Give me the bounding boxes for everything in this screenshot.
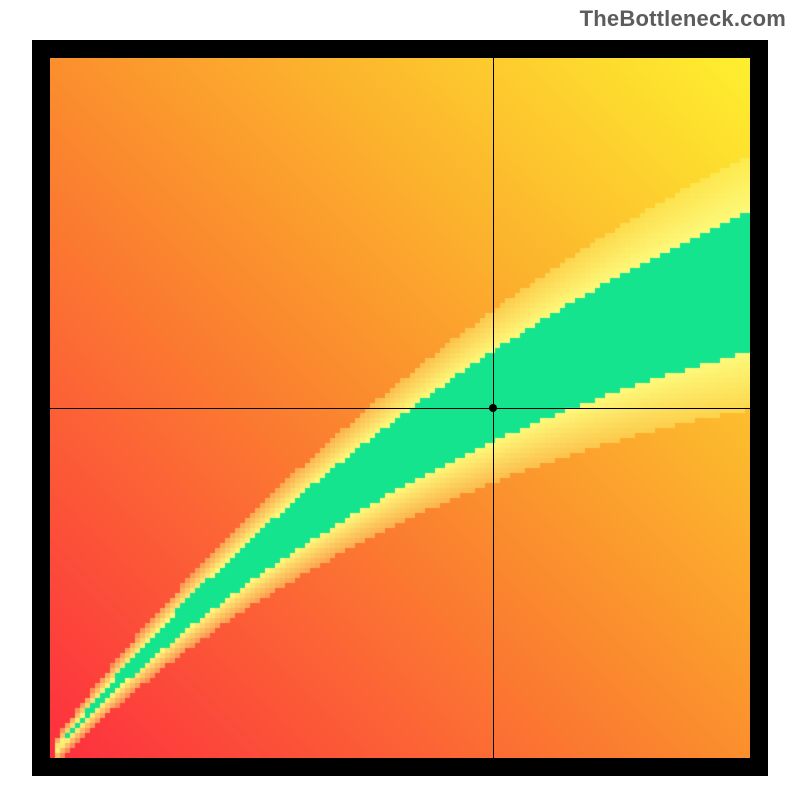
marker-dot: [489, 404, 497, 412]
crosshair-horizontal: [32, 408, 768, 409]
bottleneck-heatmap: [32, 40, 768, 776]
watermark-text: TheBottleneck.com: [580, 6, 786, 32]
